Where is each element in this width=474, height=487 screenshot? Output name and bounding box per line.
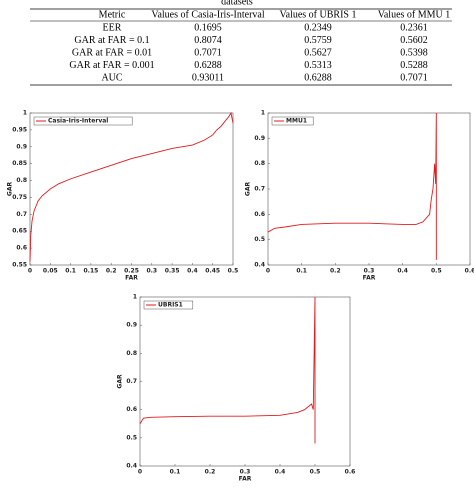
x-tick-label: 0.2 <box>205 469 216 476</box>
y-axis-label: GAR <box>245 182 252 197</box>
legend-label: MMU1 <box>286 118 307 125</box>
legend-label: Casia-Iris-Interval <box>48 118 108 125</box>
plot-area <box>29 112 234 266</box>
x-tick-label: 0.3 <box>240 469 251 476</box>
y-tick-label: 0.4 <box>254 262 265 269</box>
caption: datasets <box>221 0 253 7</box>
x-tick-label: 0.5 <box>310 469 321 476</box>
line-series <box>267 112 437 260</box>
x-axis-label: FAR <box>125 275 138 282</box>
y-tick-label: 0.9 <box>126 322 137 329</box>
x-tick-label: 0.3 <box>364 268 375 275</box>
table-cell: 0.93011 <box>192 72 224 83</box>
x-tick-label: 0 <box>28 268 32 275</box>
y-tick-label: 0.65 <box>12 228 27 235</box>
x-tick-label: 0.4 <box>187 268 198 275</box>
y-tick-label: 0.85 <box>12 160 27 167</box>
x-tick-label: 0 <box>266 268 270 275</box>
y-tick-label: 0.6 <box>16 245 27 252</box>
y-axis-label: GAR <box>117 374 124 389</box>
x-tick-label: 0.4 <box>397 268 408 275</box>
x-axis-label: FAR <box>239 476 252 483</box>
y-tick-label: 0.8 <box>16 177 27 184</box>
line-series <box>139 296 316 444</box>
y-tick-label: 0.55 <box>12 262 27 269</box>
x-tick-label: 0.6 <box>345 469 356 476</box>
x-tick-label: 0.4 <box>275 469 286 476</box>
x-tick-label: 0.1 <box>170 469 181 476</box>
y-tick-label: 0.5 <box>254 236 265 243</box>
y-tick-label: 0.75 <box>12 194 27 201</box>
y-tick-label: 0.95 <box>12 126 27 133</box>
y-tick-label: 0.9 <box>16 143 27 150</box>
x-tick-label: 0.05 <box>43 268 58 275</box>
table-cell: 0.5288 <box>400 60 428 71</box>
x-tick-label: 0.1 <box>296 268 307 275</box>
y-tick-label: 1 <box>23 110 27 117</box>
table-cell: 0.2361 <box>400 22 428 33</box>
x-tick-label: 0.5 <box>431 268 442 275</box>
table-cell: 0.7071 <box>194 47 222 58</box>
table-header: Values of Casia-Iris-Interval <box>151 9 265 20</box>
x-tick-label: 0.5 <box>228 268 239 275</box>
x-tick-label: 0.45 <box>205 268 220 275</box>
y-tick-label: 0.7 <box>254 186 265 193</box>
x-tick-label: 0.6 <box>465 268 474 275</box>
legend-box <box>271 116 314 126</box>
x-tick-label: 0.15 <box>83 268 98 275</box>
table-cell: 0.6288 <box>304 72 332 83</box>
table-cell: GAR at FAR = 0.001 <box>69 60 154 71</box>
table-cell: 0.5398 <box>400 47 428 58</box>
plot-area <box>267 112 471 266</box>
y-tick-label: 0.7 <box>16 211 27 218</box>
y-tick-label: 0.6 <box>126 406 137 413</box>
table-header: Values of UBRIS 1 <box>280 9 357 20</box>
y-tick-label: 0.8 <box>254 160 265 167</box>
plot-area <box>139 296 351 467</box>
x-tick-label: 0.2 <box>106 268 117 275</box>
table-cell: 0.6288 <box>194 60 222 71</box>
y-tick-label: 0.4 <box>126 463 137 470</box>
x-tick-label: 0.35 <box>165 268 180 275</box>
x-axis-label: FAR <box>363 275 376 282</box>
x-tick-label: 0 <box>138 469 142 476</box>
legend-label: UBRIS1 <box>158 302 183 309</box>
table-cell: EER <box>103 22 122 33</box>
y-tick-label: 0.5 <box>126 434 137 441</box>
table-cell: 0.1695 <box>194 22 222 33</box>
table-cell: 0.5627 <box>304 47 332 58</box>
y-tick-label: 0.6 <box>254 211 265 218</box>
table-cell: 0.7071 <box>400 72 428 83</box>
line-series <box>29 111 234 262</box>
table-cell: 0.2349 <box>304 22 332 33</box>
y-axis-label: GAR <box>7 182 14 197</box>
table-cell: GAR at FAR = 0.1 <box>74 35 149 46</box>
x-tick-label: 0.3 <box>146 268 157 275</box>
table-cell: GAR at FAR = 0.01 <box>72 47 152 58</box>
table-header: Values of MMU 1 <box>378 9 451 20</box>
y-tick-label: 1 <box>133 294 137 301</box>
table-cell: 0.8074 <box>194 35 222 46</box>
x-tick-label: 0.2 <box>330 268 341 275</box>
y-tick-label: 0.8 <box>126 350 137 357</box>
table-cell: 0.5602 <box>400 35 428 46</box>
y-tick-label: 0.9 <box>254 135 265 142</box>
table-header: Metric <box>99 9 126 20</box>
x-tick-label: 0.25 <box>124 268 139 275</box>
table-cell: 0.5313 <box>304 60 332 71</box>
y-tick-label: 1 <box>261 110 265 117</box>
y-tick-label: 0.7 <box>126 378 137 385</box>
x-tick-label: 0.1 <box>65 268 76 275</box>
legend-box <box>143 300 194 310</box>
table-cell: AUC <box>101 72 122 83</box>
table-cell: 0.5759 <box>304 35 332 46</box>
legend-box <box>33 116 133 126</box>
